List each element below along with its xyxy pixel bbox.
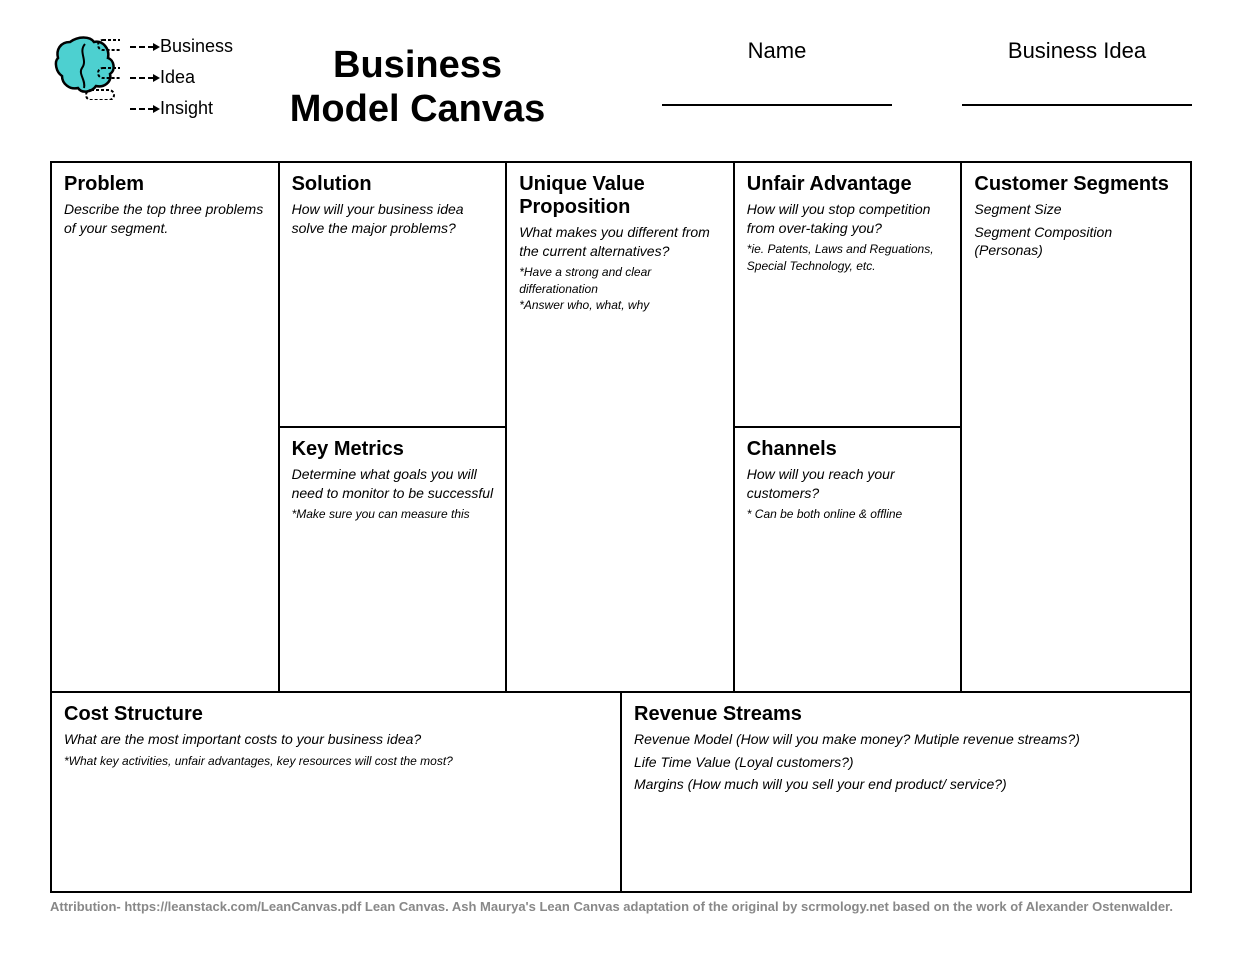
revenue-desc3: Margins (How much will you sell your end… <box>634 775 1178 793</box>
cell-channels[interactable]: Channels How will you reach your custome… <box>735 426 961 691</box>
uvp-title: Unique Value Proposition <box>519 173 721 219</box>
attribution: Attribution- https://leanstack.com/LeanC… <box>50 899 1192 914</box>
logo-line3: Insight <box>160 98 213 119</box>
arrow-icon <box>130 108 154 110</box>
solution-title: Solution <box>292 173 494 196</box>
idea-field: Business Idea <box>962 38 1192 106</box>
canvas-bottom-row: Cost Structure What are the most importa… <box>52 691 1190 891</box>
unfair-desc: How will you stop competition from over-… <box>747 200 949 236</box>
segments-desc1: Segment Size <box>974 200 1178 218</box>
idea-input-line[interactable] <box>962 104 1192 106</box>
cell-cost[interactable]: Cost Structure What are the most importa… <box>52 693 622 891</box>
col-problem: Problem Describe the top three problems … <box>52 163 280 691</box>
col-uvp: Unique Value Proposition What makes you … <box>507 163 735 691</box>
unfair-hint: *ie. Patents, Laws and Reguations, Speci… <box>747 241 949 275</box>
key-metrics-desc: Determine what goals you will need to mo… <box>292 465 494 501</box>
cell-uvp[interactable]: Unique Value Proposition What makes you … <box>507 163 733 691</box>
uvp-hint2: *Answer who, what, why <box>519 297 721 314</box>
uvp-desc: What makes you different from the curren… <box>519 223 721 259</box>
revenue-desc2: Life Time Value (Loyal customers?) <box>634 753 1178 771</box>
key-metrics-hint: *Make sure you can measure this <box>292 506 494 523</box>
segments-desc2: Segment Composition (Personas) <box>974 223 1178 259</box>
logo-line2: Idea <box>160 67 195 88</box>
problem-desc: Describe the top three problems of your … <box>64 200 266 236</box>
page-title: Business Model Canvas <box>273 44 562 131</box>
cell-unfair[interactable]: Unfair Advantage How will you stop compe… <box>735 163 961 426</box>
canvas-grid: Problem Describe the top three problems … <box>50 161 1192 893</box>
col-solution-metrics: Solution How will your business idea sol… <box>280 163 508 691</box>
cost-desc: What are the most important costs to you… <box>64 730 608 748</box>
name-input-line[interactable] <box>662 104 892 106</box>
cell-segments[interactable]: Customer Segments Segment Size Segment C… <box>962 163 1190 691</box>
logo-line1: Business <box>160 36 233 57</box>
col-segments: Customer Segments Segment Size Segment C… <box>962 163 1190 691</box>
brain-icon <box>50 30 120 100</box>
logo: Business Idea Insight <box>50 30 233 119</box>
canvas-top-row: Problem Describe the top three problems … <box>52 163 1190 691</box>
uvp-hint1: *Have a strong and clear differationatio… <box>519 264 721 298</box>
idea-label: Business Idea <box>962 38 1192 64</box>
col-unfair-channels: Unfair Advantage How will you stop compe… <box>735 163 963 691</box>
header: Business Idea Insight Business Model Can… <box>50 30 1192 131</box>
cell-solution[interactable]: Solution How will your business idea sol… <box>280 163 506 426</box>
cell-key-metrics[interactable]: Key Metrics Determine what goals you wil… <box>280 426 506 691</box>
arrow-icon <box>130 77 154 79</box>
segments-title: Customer Segments <box>974 173 1178 196</box>
cost-title: Cost Structure <box>64 703 608 726</box>
revenue-desc1: Revenue Model (How will you make money? … <box>634 730 1178 748</box>
name-field: Name <box>662 38 892 106</box>
channels-title: Channels <box>747 438 949 461</box>
cell-problem[interactable]: Problem Describe the top three problems … <box>52 163 278 691</box>
problem-title: Problem <box>64 173 266 196</box>
solution-desc: How will your business idea solve the ma… <box>292 200 494 236</box>
logo-text: Business Idea Insight <box>130 30 233 119</box>
key-metrics-title: Key Metrics <box>292 438 494 461</box>
arrow-icon <box>130 46 154 48</box>
channels-hint: * Can be both online & offline <box>747 506 949 523</box>
channels-desc: How will you reach your customers? <box>747 465 949 501</box>
name-label: Name <box>662 38 892 64</box>
unfair-title: Unfair Advantage <box>747 173 949 196</box>
revenue-title: Revenue Streams <box>634 703 1178 726</box>
cost-hint: *What key activities, unfair advantages,… <box>64 753 608 770</box>
cell-revenue[interactable]: Revenue Streams Revenue Model (How will … <box>622 693 1190 891</box>
